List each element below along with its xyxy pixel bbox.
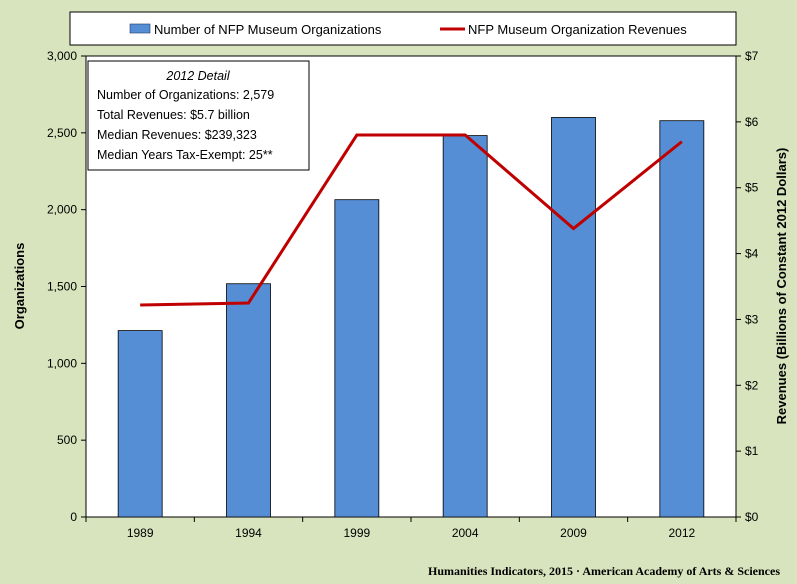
bar-2012 — [659, 120, 705, 518]
y2-tick-label: $7 — [745, 49, 759, 63]
legend-bar-label: Number of NFP Museum Organizations — [154, 22, 382, 37]
bar-1989 — [117, 330, 163, 518]
y2-tick-label: $4 — [745, 247, 759, 261]
left-axis: 0 500 1,000 1,500 2,000 2,500 3,000 — [47, 49, 86, 524]
x-tick-label: 1989 — [127, 526, 154, 540]
legend-bar-swatch — [129, 23, 151, 34]
x-tick-label: 1994 — [235, 526, 262, 540]
y-tick-label: 0 — [70, 510, 77, 524]
y-axis-title: Organizations — [12, 243, 27, 330]
x-axis: 1989 1994 1999 2004 2009 2012 — [85, 517, 737, 540]
revenue-line-group — [140, 133, 683, 307]
bar-2009 — [551, 117, 596, 518]
x-tick-label: 2009 — [560, 526, 587, 540]
y-tick-label: 3,000 — [47, 49, 77, 63]
detail-line-median-years: Median Years Tax-Exempt: 25** — [97, 148, 273, 162]
detail-box: 2012 Detail Number of Organizations: 2,5… — [87, 60, 310, 171]
legend: Number of NFP Museum Organizations NFP M… — [69, 11, 737, 46]
x-tick-label: 2012 — [668, 526, 695, 540]
detail-box-frame — [87, 60, 310, 171]
y2-tick-label: $1 — [745, 444, 759, 458]
y2-tick-label: $5 — [745, 181, 759, 195]
revenue-line — [140, 133, 683, 307]
credit-text: Humanities Indicators, 2015 · American A… — [428, 564, 780, 578]
y2-tick-label: $2 — [745, 378, 759, 392]
y-tick-label: 1,000 — [47, 356, 77, 370]
bar-1999 — [334, 199, 380, 518]
y-tick-label: 2,500 — [47, 126, 77, 140]
detail-line-total-revenues: Total Revenues: $5.7 billion — [97, 108, 250, 122]
y-tick-label: 1,500 — [47, 280, 77, 294]
legend-box — [69, 11, 737, 46]
detail-line-median-revenues: Median Revenues: $239,323 — [97, 128, 257, 142]
legend-line-label: NFP Museum Organization Revenues — [468, 22, 687, 37]
detail-line-organizations: Number of Organizations: 2,579 — [97, 88, 274, 102]
y2-axis-title: Revenues (Billions of Constant 2012 Doll… — [774, 148, 789, 425]
x-tick-label: 1999 — [343, 526, 370, 540]
bar-1994 — [226, 283, 271, 518]
y2-tick-label: $6 — [745, 115, 759, 129]
y-tick-label: 2,000 — [47, 203, 77, 217]
y2-tick-label: $0 — [745, 510, 759, 524]
y-tick-label: 500 — [57, 433, 77, 447]
y2-tick-label: $3 — [745, 312, 759, 326]
detail-title: 2012 Detail — [165, 69, 230, 83]
bars-group — [117, 117, 705, 518]
right-axis: $0 $1 $2 $3 $4 $5 $6 $7 — [736, 49, 759, 524]
bar-2004 — [442, 135, 488, 518]
x-tick-label: 2004 — [452, 526, 479, 540]
